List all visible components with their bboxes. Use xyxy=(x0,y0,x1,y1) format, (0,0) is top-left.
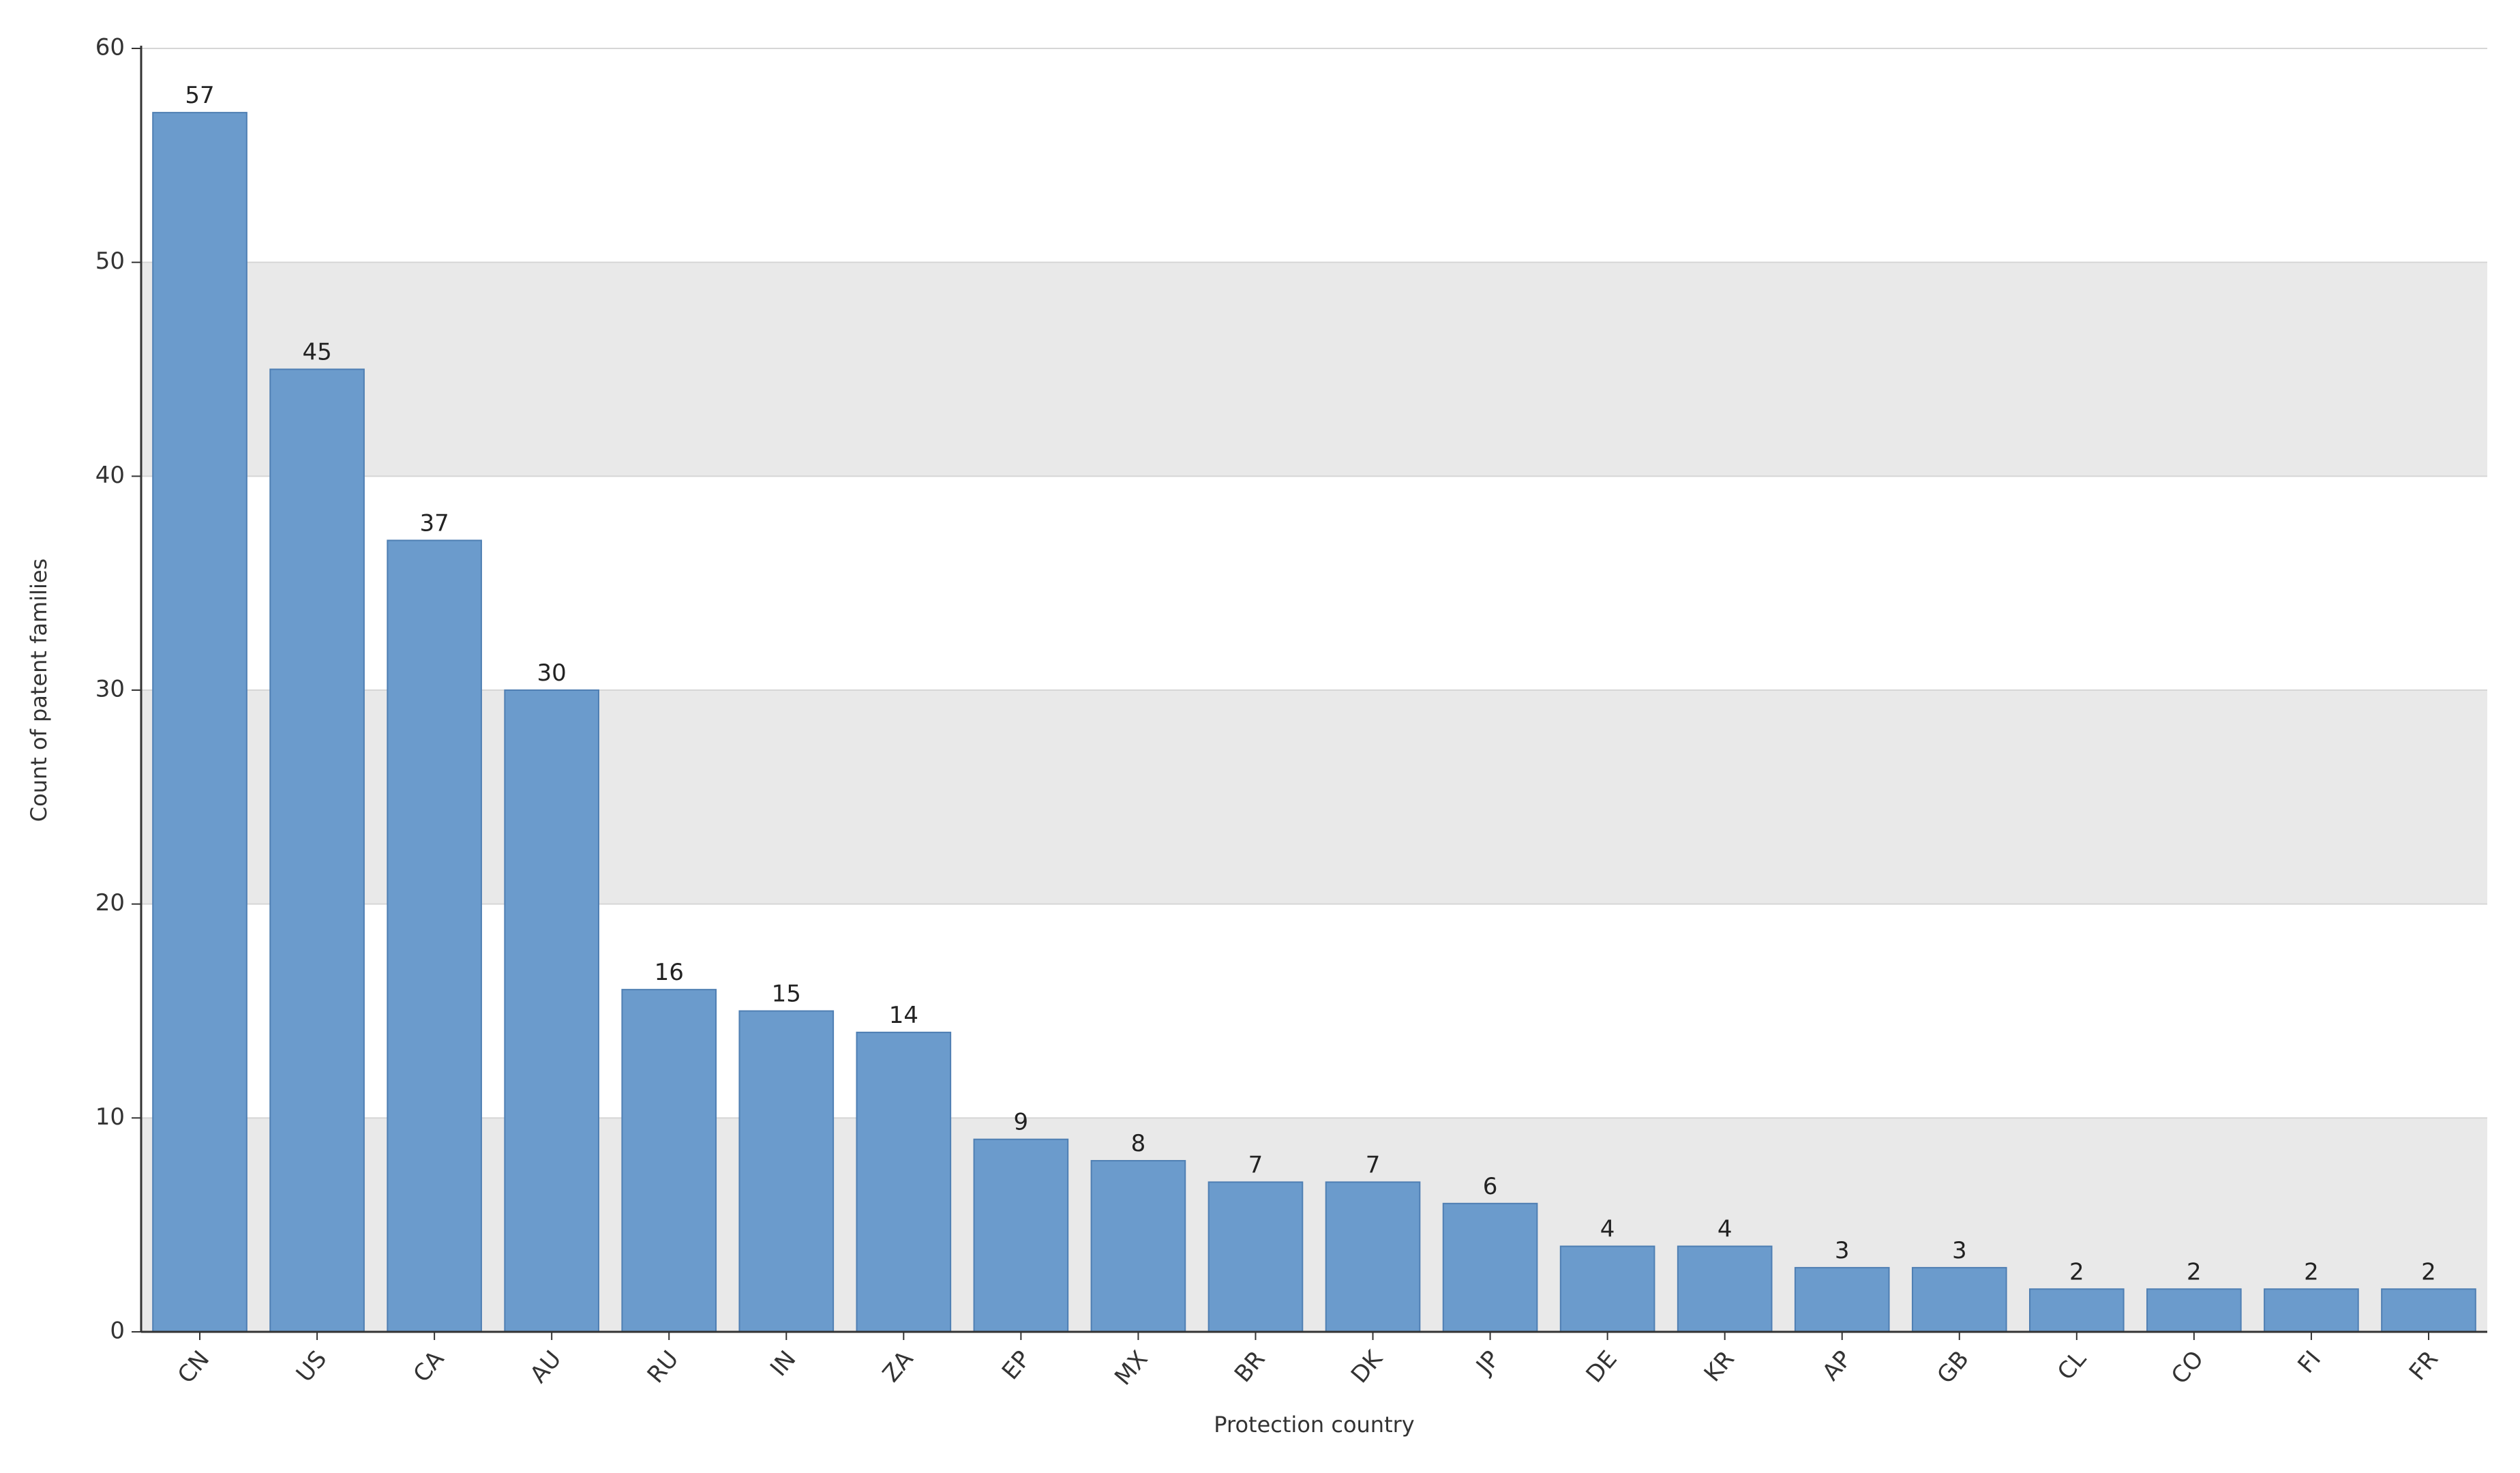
y-tick-label: 30 xyxy=(95,676,125,703)
x-axis-title: Protection country xyxy=(1214,1412,1414,1438)
bar-cn xyxy=(152,112,247,1333)
x-tick-label: FI xyxy=(2292,1345,2326,1378)
bar-ap xyxy=(1794,1266,1890,1333)
bar-value-label: 3 xyxy=(1952,1237,1967,1264)
bar-br xyxy=(1208,1181,1304,1333)
y-tick-label: 40 xyxy=(95,462,125,489)
y-tick-label: 10 xyxy=(95,1103,125,1131)
grid-band xyxy=(141,690,2487,904)
x-tick-label: BR xyxy=(1229,1345,1271,1388)
bar-kr xyxy=(1677,1245,1773,1333)
bar-value-label: 14 xyxy=(889,1002,918,1029)
x-tick-label: RU xyxy=(642,1345,685,1388)
bar-value-label: 30 xyxy=(537,659,567,687)
x-tick-label: MX xyxy=(1109,1345,1153,1390)
bar-us xyxy=(269,368,365,1333)
bar-value-label: 3 xyxy=(1835,1237,1850,1264)
x-tick-label: US xyxy=(291,1345,333,1387)
y-axis-title: Count of patent families xyxy=(26,559,52,822)
bar-co xyxy=(2146,1288,2242,1333)
y-tick-label: 0 xyxy=(110,1318,125,1345)
x-tick-label: ZA xyxy=(877,1345,919,1387)
x-tick-label: AP xyxy=(1817,1345,1857,1386)
bar-value-label: 7 xyxy=(1366,1151,1381,1178)
bar-cl xyxy=(2029,1288,2125,1333)
grid-bands xyxy=(141,262,2487,1332)
bar-value-label: 8 xyxy=(1131,1130,1146,1157)
bar-value-label: 2 xyxy=(2187,1258,2202,1285)
x-tick-label: CA xyxy=(408,1345,449,1388)
bar-mx xyxy=(1090,1160,1186,1333)
bar-value-label: 4 xyxy=(1717,1216,1732,1243)
bar-ru xyxy=(621,989,717,1333)
x-tick-label: GB xyxy=(1932,1345,1975,1389)
y-tick-label: 50 xyxy=(95,248,125,275)
grid-band xyxy=(141,262,2487,477)
grid-lines xyxy=(141,48,2487,1119)
x-tick-label: CO xyxy=(2166,1345,2209,1389)
bar-jp xyxy=(1442,1202,1538,1333)
bar-de xyxy=(1559,1245,1655,1333)
bar-value-label: 16 xyxy=(655,959,684,986)
bar-dk xyxy=(1325,1181,1421,1333)
bar-ca xyxy=(387,539,482,1333)
bar-value-label: 57 xyxy=(185,82,214,109)
x-tick-label: DK xyxy=(1346,1345,1389,1388)
bar-value-label: 6 xyxy=(1483,1173,1498,1200)
grid-band xyxy=(141,1118,2487,1332)
y-axis-ticks: 0 10 20 30 40 50 60 xyxy=(95,34,141,1345)
bar-value-label: 15 xyxy=(772,981,801,1008)
x-tick-label: DE xyxy=(1581,1345,1623,1388)
bar-value-label: 45 xyxy=(302,339,331,366)
bar-value-labels: 57 45 37 30 16 15 14 9 8 7 7 6 4 4 3 3 2 2 2 2 xyxy=(185,82,2435,1285)
bar-value-label: 2 xyxy=(2069,1258,2084,1285)
bar-fr xyxy=(2381,1288,2476,1333)
bar-value-label: 2 xyxy=(2421,1258,2436,1285)
x-tick-label: KR xyxy=(1699,1345,1740,1387)
x-tick-label: AU xyxy=(525,1345,567,1388)
x-tick-label: IN xyxy=(765,1345,801,1382)
y-tick-label: 60 xyxy=(95,34,125,61)
y-tick-label: 20 xyxy=(95,889,125,917)
x-tick-label: FR xyxy=(2404,1345,2444,1386)
bar-value-label: 37 xyxy=(419,509,449,537)
bar-gb xyxy=(1911,1266,2007,1333)
bar-value-label: 4 xyxy=(1600,1216,1615,1243)
x-tick-label: CL xyxy=(2052,1345,2092,1385)
bar-value-label: 9 xyxy=(1014,1109,1029,1136)
x-tick-label: JP xyxy=(1470,1345,1505,1380)
bar-za xyxy=(856,1031,952,1333)
bar-ep xyxy=(973,1138,1069,1333)
x-axis-ticks: CN US CA AU RU IN ZA EP MX BR DK JP DE KR AP GB CL CO FI FR xyxy=(172,1332,2444,1390)
bar-fi xyxy=(2264,1288,2359,1333)
x-tick-label: EP xyxy=(997,1345,1036,1385)
bar-value-label: 7 xyxy=(1248,1151,1263,1178)
bars xyxy=(152,112,2476,1333)
bar-au xyxy=(504,689,599,1333)
bar-value-label: 2 xyxy=(2304,1258,2319,1285)
bar-in xyxy=(738,1010,835,1333)
x-tick-label: CN xyxy=(172,1345,215,1388)
